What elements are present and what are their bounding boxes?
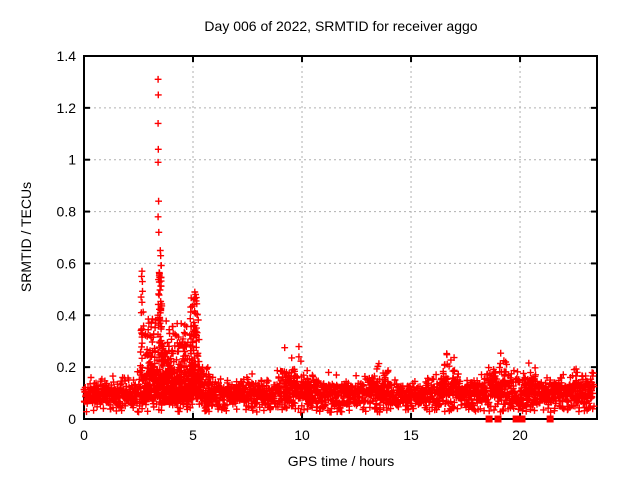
y-tick-label: 0.2	[57, 359, 77, 375]
data-points-squares	[485, 415, 554, 423]
zero-square-marker	[512, 415, 520, 423]
y-axis-label: SRMTID / TECUs	[18, 182, 34, 292]
zero-square-marker	[518, 415, 526, 423]
x-axis-label: GPS time / hours	[288, 453, 395, 469]
tick-labels: 0 5 10 15 20 0 0.2 0.4 0.6 0.8 1 1.2 1.4	[57, 48, 529, 443]
chart-title: Day 006 of 2022, SRMTID for receiver agg…	[204, 18, 477, 34]
x-tick-label: 15	[403, 427, 419, 443]
y-tick-label: 0.4	[57, 307, 77, 323]
zero-square-marker	[494, 415, 502, 423]
x-tick-label: 20	[512, 427, 528, 443]
y-tick-label: 1.4	[57, 48, 77, 64]
y-tick-label: 0.6	[57, 255, 77, 271]
y-tick-label: 1.2	[57, 100, 77, 116]
plot-border	[83, 55, 598, 420]
grid-lines	[84, 56, 597, 419]
zero-square-marker	[546, 415, 554, 423]
x-tick-label: 0	[80, 427, 88, 443]
y-tick-label: 1	[68, 152, 76, 168]
data-points-plus	[80, 75, 598, 416]
x-tick-label: 10	[294, 427, 310, 443]
zero-square-marker	[485, 415, 493, 423]
x-tick-label: 5	[189, 427, 197, 443]
y-tick-label: 0	[68, 411, 76, 427]
y-tick-label: 0.8	[57, 204, 77, 220]
